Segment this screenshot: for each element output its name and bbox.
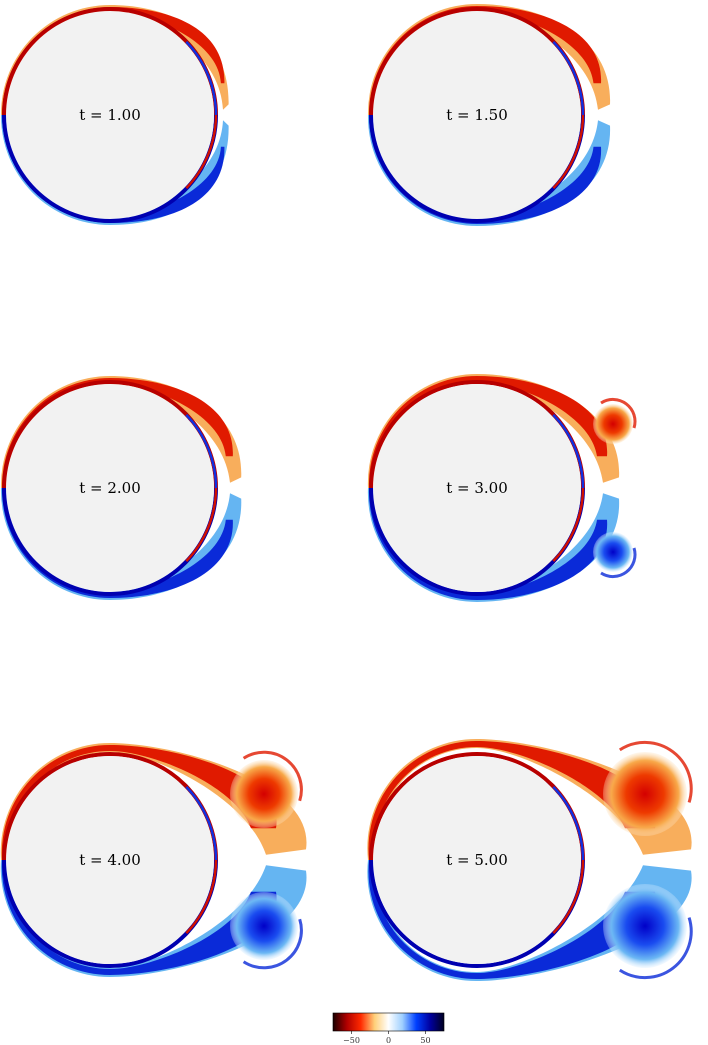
upper-shear-layer-halo (367, 738, 692, 860)
colorbar-bar (332, 1012, 445, 1032)
upper-shear-layer-halo (0, 375, 242, 488)
time-label: t = 2.00 (79, 479, 141, 497)
panel: t = 4.00 (0, 742, 307, 978)
time-label: t = 1.00 (79, 106, 141, 124)
lower-vortex-arm (242, 918, 303, 970)
colorbar-tick-label: 0 (386, 1036, 391, 1045)
cylinder (373, 11, 581, 219)
lower-shear-layer (1, 860, 277, 976)
rear-reversed-layer-top (185, 40, 218, 116)
lower-shear-layer-halo (0, 488, 242, 600)
upper-vortex-arm (600, 397, 637, 429)
time-label: t = 1.50 (446, 106, 508, 124)
panel: t = 2.00 (0, 375, 242, 600)
panel: t = 1.50 (367, 4, 611, 227)
panels-group: t = 1.00 t = 1.50 t = 2.00 t = 3.00 t = 4.00… (0, 4, 693, 982)
lower-wake-vortex (603, 884, 687, 968)
upper-shear-layer (1, 744, 277, 860)
rear-reversed-layer-top (185, 785, 218, 861)
upper-wake-vortex (230, 760, 298, 828)
panel: t = 5.00 (367, 738, 693, 982)
rear-reversed-layer-bottom (552, 487, 585, 563)
cylinder (6, 11, 214, 219)
lower-shear-layer (368, 860, 656, 980)
cylinder (6, 756, 214, 964)
lower-vortex-arm (618, 917, 693, 980)
colorbar-tick-label: 50 (420, 1036, 430, 1045)
rear-reversed-layer-top (552, 40, 585, 116)
rear-reversed-layer-bottom (552, 114, 585, 190)
rear-reversed-layer-top (552, 413, 585, 489)
upper-wake-vortex (603, 752, 687, 836)
upper-shear-layer (368, 740, 656, 860)
rear-reversed-layer-bottom (552, 859, 585, 935)
rear-reversed-layer-bottom (185, 859, 218, 935)
cylinder (373, 756, 581, 964)
time-label: t = 4.00 (79, 851, 141, 869)
time-label: t = 5.00 (446, 851, 508, 869)
rear-reversed-layer-top (552, 785, 585, 861)
lower-shear-layer-halo (367, 860, 692, 982)
panel: t = 1.00 (0, 4, 229, 225)
cylinder (373, 384, 581, 592)
colorbar-ticks: −50 0 50 (343, 1031, 431, 1045)
lower-vortex-arm (600, 547, 637, 579)
upper-vortex-arm (618, 740, 693, 803)
rear-reversed-layer-bottom (185, 487, 218, 563)
upper-wake-vortex (593, 404, 633, 444)
rear-reversed-layer-bottom (185, 114, 218, 190)
time-label: t = 3.00 (446, 479, 508, 497)
cylinder (6, 384, 214, 592)
upper-vortex-arm (242, 750, 303, 802)
lower-wake-vortex (230, 892, 298, 960)
lower-wake-vortex (593, 532, 633, 572)
rear-reversed-layer-top (185, 413, 218, 489)
colorbar: −50 0 50 (332, 1012, 445, 1045)
panel: t = 3.00 (367, 373, 637, 603)
colorbar-tick-label: −50 (343, 1036, 360, 1045)
